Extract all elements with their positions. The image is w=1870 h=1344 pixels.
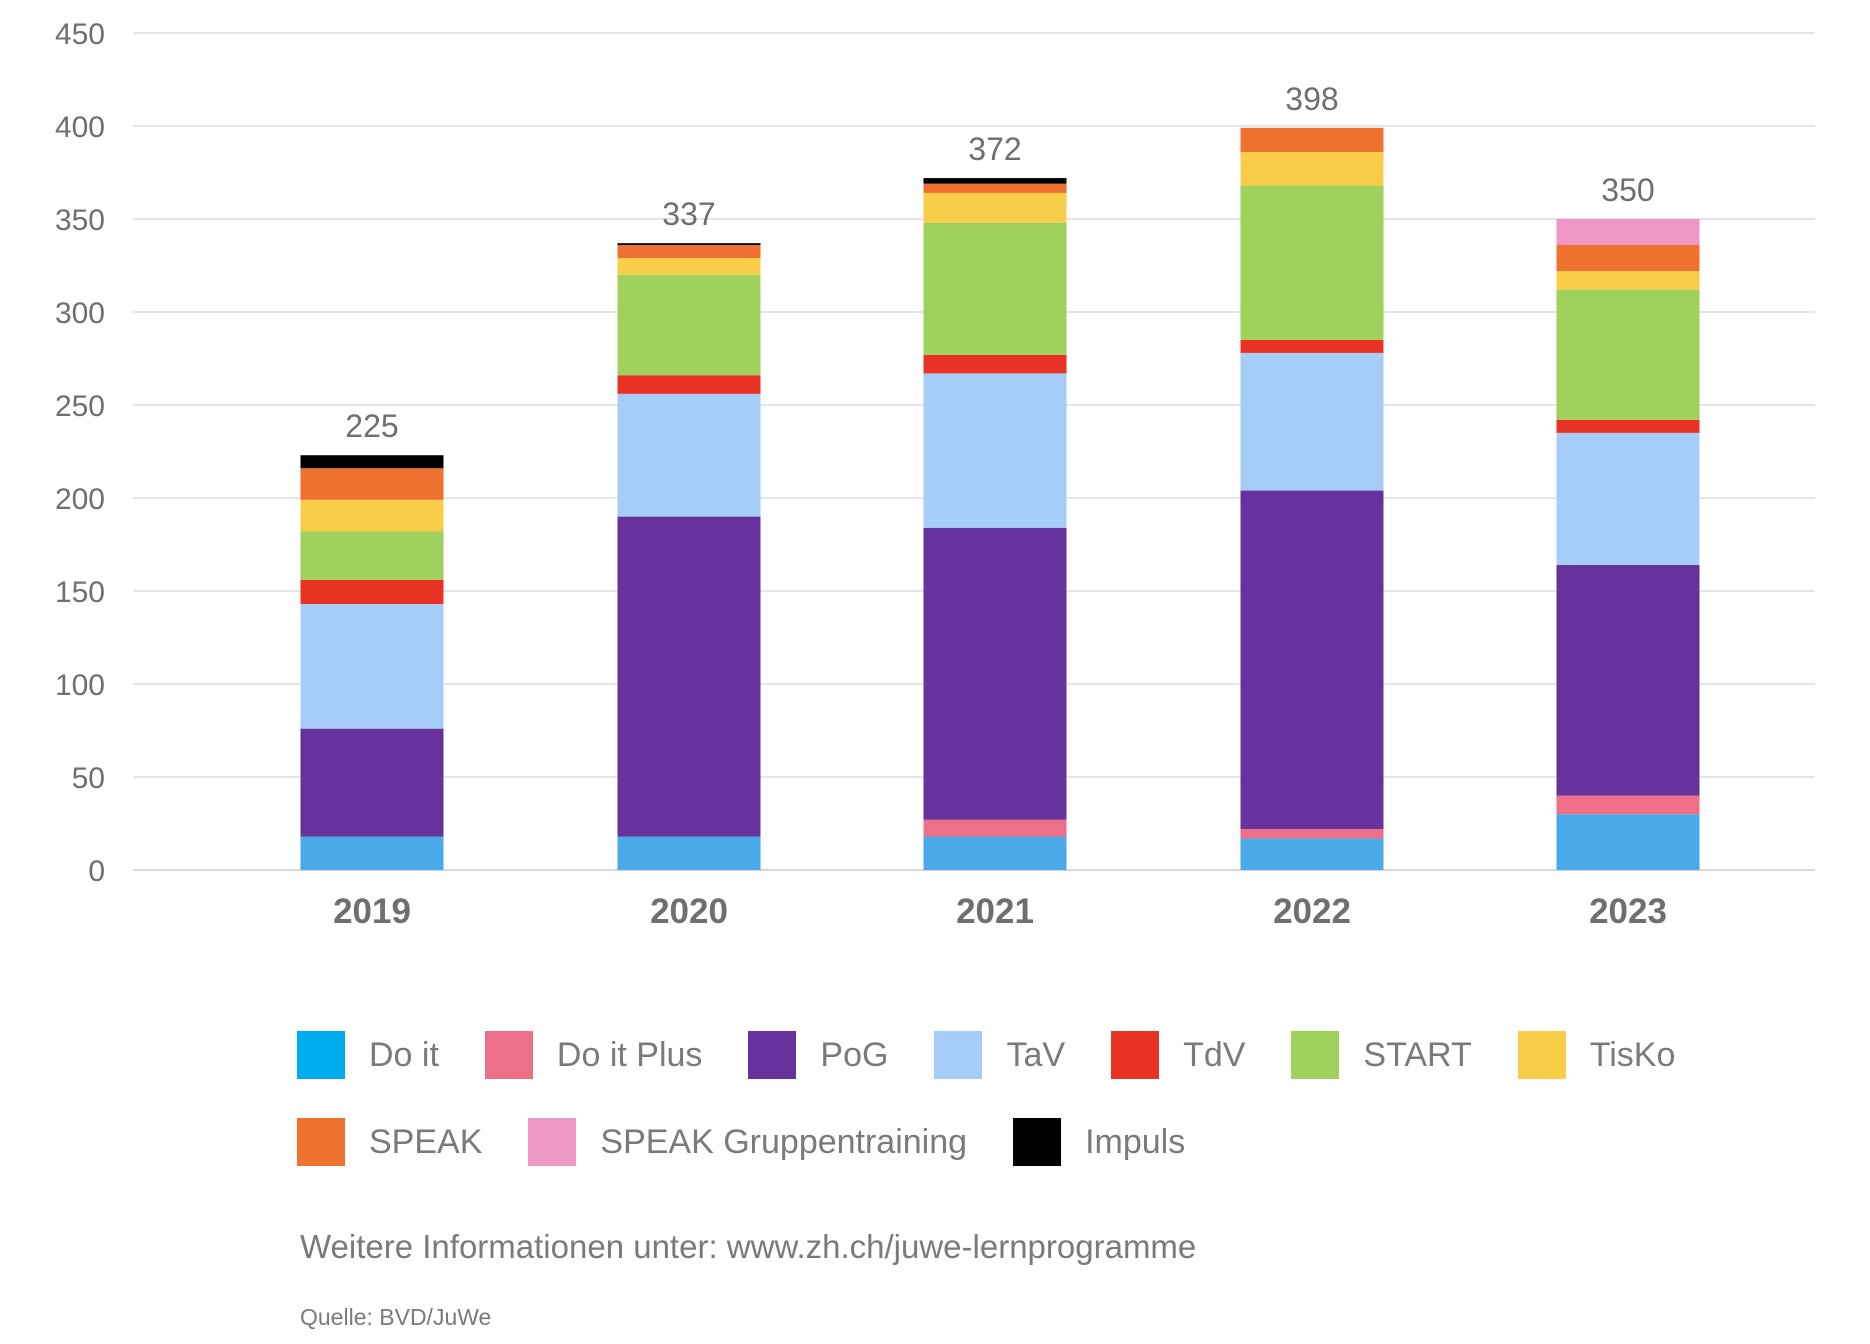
bar-segment-2023-do-it-plus (1556, 795, 1700, 815)
legend-swatch-start (1291, 1031, 1340, 1079)
bar-segment-2020-speak (617, 245, 761, 259)
bar-segment-2021-pog (923, 527, 1067, 820)
bar-segment-2023-tdv (1556, 419, 1700, 433)
x-tick-label-2020: 2020 (650, 892, 728, 931)
bar-segment-2020-tisko (617, 258, 761, 275)
bar-segment-2022-tav (1240, 352, 1384, 491)
bar-segment-2019-tdv (300, 579, 444, 605)
y-tick-label-100: 100 (55, 669, 105, 702)
legend-swatch-tav (934, 1031, 983, 1079)
bar-segment-2022-tdv (1240, 339, 1384, 353)
bar-segment-2022-pog (1240, 490, 1384, 830)
legend-swatch-speak-gruppentraining (528, 1118, 577, 1166)
legend-label-tisko: TisKo (1589, 1035, 1676, 1074)
y-tick-label-400: 400 (55, 111, 105, 144)
legend-label-speak: SPEAK (369, 1122, 483, 1161)
bar-segment-2021-tav (923, 373, 1067, 528)
legend-label-do-it: Do it (369, 1035, 439, 1074)
bar-segment-2019-do-it (300, 836, 444, 870)
legend: Do it Do it Plus PoG TaV TdV START TisKo (297, 1030, 1777, 1204)
bar-total-label-2023: 350 (1601, 172, 1654, 208)
legend-swatch-do-it-plus (484, 1031, 533, 1079)
legend-item-speak-gruppentraining: SPEAK Gruppentraining (528, 1118, 967, 1166)
legend-label-start: START (1363, 1035, 1472, 1074)
bar-segment-2023-speak (1556, 245, 1700, 272)
legend-swatch-do-it (297, 1031, 345, 1079)
legend-label-speak-gruppentraining: SPEAK Gruppentraining (600, 1122, 968, 1161)
legend-label-impuls: Impuls (1085, 1122, 1186, 1161)
legend-row-1: Do it Do it Plus PoG TaV TdV START TisKo (297, 1030, 1777, 1080)
bar-segment-2021-do-it-plus (923, 819, 1067, 837)
y-tick-label-450: 450 (55, 18, 105, 51)
y-tick-label-350: 350 (55, 204, 105, 237)
legend-swatch-tdv (1111, 1031, 1160, 1079)
y-tick-label-150: 150 (55, 576, 105, 609)
legend-item-tav: TaV (934, 1031, 1065, 1079)
bar-segment-2020-pog (617, 516, 761, 837)
bar-segment-2019-impuls (300, 455, 444, 469)
legend-swatch-speak (297, 1118, 345, 1166)
bar-total-label-2021: 372 (968, 131, 1021, 167)
bar-segment-2019-tisko (300, 499, 444, 532)
bar-segment-2023-tisko (1556, 271, 1700, 290)
info-link-text: Weitere Informationen unter: www.zh.ch/j… (300, 1228, 1197, 1265)
y-tick-label-0: 0 (88, 855, 105, 888)
bar-segment-2023-do-it (1556, 814, 1700, 870)
bar-segment-2020-start (617, 274, 761, 376)
legend-label-tdv: TdV (1183, 1035, 1246, 1074)
bar-segment-2020-do-it (617, 836, 761, 870)
legend-swatch-impuls (1013, 1118, 1062, 1166)
bar-segment-2021-start (923, 222, 1067, 355)
bar-segment-2023-tav (1556, 432, 1700, 565)
bar-segment-2022-do-it (1240, 838, 1384, 870)
legend-item-tdv: TdV (1111, 1031, 1245, 1079)
legend-item-impuls: Impuls (1013, 1118, 1185, 1166)
legend-item-speak: SPEAK (297, 1118, 482, 1166)
bar-segment-2022-speak (1240, 127, 1384, 153)
bar-segment-2019-tav (300, 604, 444, 729)
bar-segment-2022-tisko (1240, 152, 1384, 186)
bar-segment-2022-start (1240, 185, 1384, 340)
y-tick-label-250: 250 (55, 390, 105, 423)
legend-label-pog: PoG (820, 1035, 889, 1074)
legend-item-start: START (1291, 1031, 1472, 1079)
source-note: Quelle: BVD/JuWe (300, 1304, 492, 1330)
legend-item-do-it-plus: Do it Plus (484, 1031, 703, 1079)
legend-item-do-it: Do it (297, 1031, 439, 1079)
x-tick-label-2022: 2022 (1273, 892, 1351, 931)
bar-total-label-2022: 398 (1285, 81, 1338, 117)
bar-segment-2021-do-it (923, 836, 1067, 870)
bar-segment-2020-impuls (617, 243, 761, 246)
bar-segment-2023-speak-gruppentraining (1556, 219, 1700, 246)
stacked-bar-chart: 0 50 100 150 200 250 300 350 400 450 225 2019 337 202… (55, 18, 1815, 931)
y-tick-label-300: 300 (55, 297, 105, 330)
bar-segment-2023-pog (1556, 564, 1700, 796)
legend-item-pog: PoG (748, 1031, 888, 1079)
x-tick-label-2021: 2021 (956, 892, 1034, 931)
bar-segment-2021-impuls (923, 178, 1067, 184)
legend-swatch-tisko (1517, 1031, 1566, 1079)
bar-segment-2019-pog (300, 728, 444, 837)
bar-segment-2021-speak (923, 183, 1067, 193)
bar-total-label-2020: 337 (662, 196, 715, 232)
legend-item-tisko: TisKo (1517, 1031, 1676, 1079)
bar-segment-2021-tisko (923, 192, 1067, 223)
y-tick-label-200: 200 (55, 483, 105, 516)
x-tick-label-2023: 2023 (1589, 892, 1667, 931)
bar-segment-2020-tdv (617, 375, 761, 394)
bar-segment-2023-start (1556, 289, 1700, 420)
bar-segment-2019-start (300, 531, 444, 580)
bar-segment-2020-tav (617, 393, 761, 517)
x-tick-label-2019: 2019 (333, 892, 411, 931)
legend-row-2: SPEAK SPEAK Gruppentraining Impuls (297, 1117, 1777, 1167)
legend-label-tav: TaV (1006, 1035, 1066, 1074)
bar-total-label-2019: 225 (345, 408, 398, 444)
bar-segment-2019-speak (300, 468, 444, 500)
bar-segment-2021-tdv (923, 354, 1067, 374)
bar-segment-2022-do-it-plus (1240, 829, 1384, 839)
legend-swatch-pog (748, 1031, 797, 1079)
y-tick-label-50: 50 (72, 762, 105, 795)
legend-label-do-it-plus: Do it Plus (556, 1035, 703, 1074)
